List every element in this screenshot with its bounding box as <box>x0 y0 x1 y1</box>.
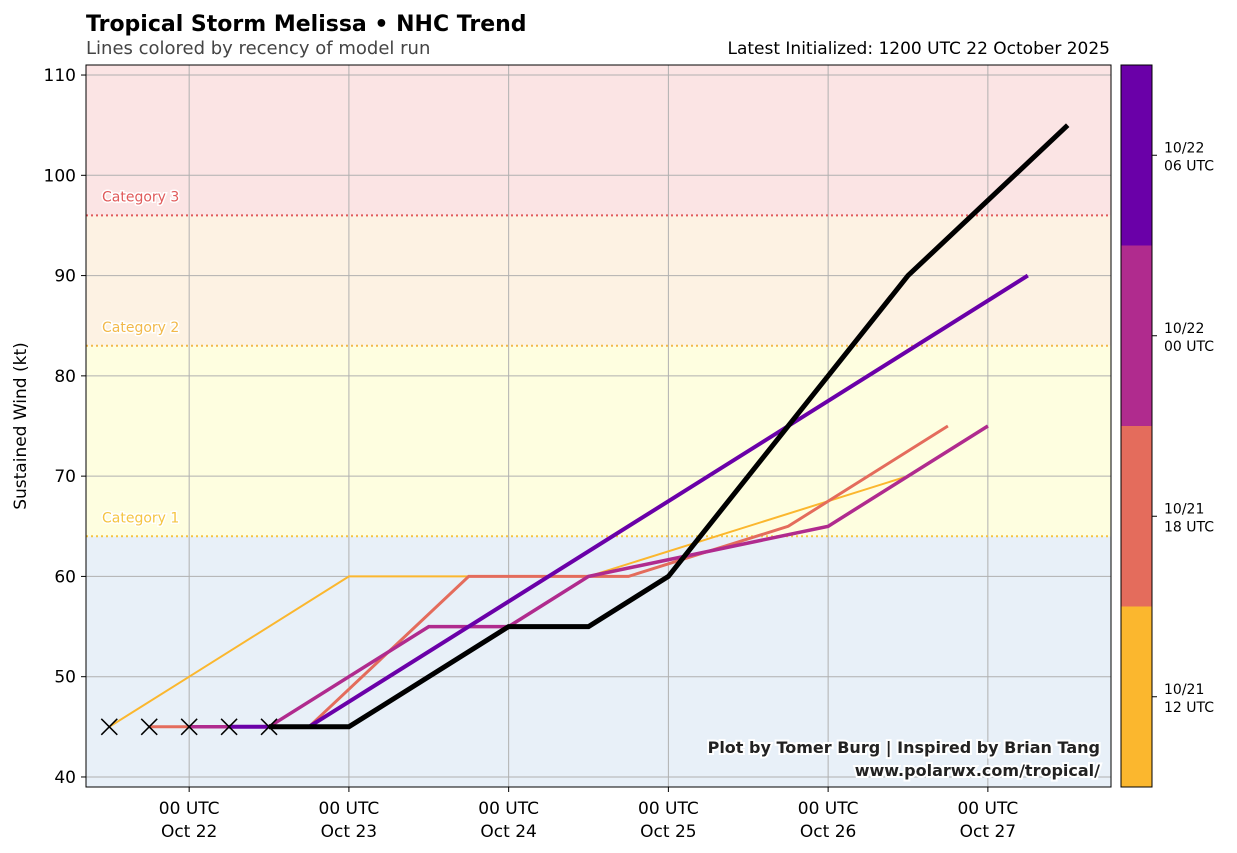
x-tick-label-line2-0: Oct 22 <box>161 822 217 842</box>
colorbar-segment-0 <box>1121 606 1152 787</box>
band-2 <box>86 215 1111 346</box>
x-tick-label-line1-2: 00 UTC <box>478 799 539 819</box>
colorbar-tick-line2-2: 00 UTC <box>1164 339 1214 355</box>
credit-url: www.polarwx.com/tropical/ <box>855 761 1100 780</box>
marker-stroke-b <box>260 718 278 736</box>
observed-marker-3 <box>220 718 238 736</box>
band-1 <box>86 345 1111 537</box>
y-tick-label-6: 100 <box>44 166 76 186</box>
colorbar-tick-line2-1: 18 UTC <box>1164 519 1214 535</box>
credits: Plot by Tomer Burg | Inspired by Brian T… <box>706 736 1103 782</box>
x-tick-label-line2-2: Oct 24 <box>480 822 536 842</box>
observed-marker-1 <box>140 718 158 736</box>
colorbar-tick-line1-2: 10/22 <box>1164 321 1204 337</box>
observed-marker-2 <box>180 718 198 736</box>
x-tick-label-line2-3: Oct 25 <box>640 822 696 842</box>
y-axis-ticks: 40 50 60 70 80 90 100 110 <box>44 66 86 788</box>
y-tick-label-5: 90 <box>54 267 76 287</box>
plot-frame <box>85 64 1112 788</box>
colorbar-frame <box>1120 64 1153 788</box>
colorbar-segment-3 <box>1121 65 1152 246</box>
chart-subtitle: Lines colored by recency of model run <box>86 38 430 59</box>
category-label-3: Category 3 <box>102 189 179 205</box>
band-3 <box>86 65 1111 216</box>
marker-stroke-b <box>180 718 198 736</box>
series-line-4 <box>269 123 1070 730</box>
x-tick-label-line1-0: 00 UTC <box>159 799 220 819</box>
marker-stroke-b <box>100 718 118 736</box>
observed-marker-4 <box>260 718 278 736</box>
series-line-0 <box>108 475 909 728</box>
marker-stroke-b <box>140 718 158 736</box>
y-tick-label-0: 40 <box>54 768 76 788</box>
y-tick-label-2: 60 <box>54 567 76 587</box>
observed-markers <box>100 718 278 736</box>
y-tick-label-1: 50 <box>54 668 76 688</box>
y-tick-label-3: 70 <box>54 467 76 487</box>
y-tick-label-7: 110 <box>44 66 76 86</box>
category-label-2: Category 2 <box>102 320 179 336</box>
category-threshold-lines: Category 1 Category 2 Category 3 <box>86 188 1111 538</box>
marker-stroke-b <box>220 718 238 736</box>
x-tick-label-line1-5: 00 UTC <box>957 799 1018 819</box>
colorbar-tick-line1-1: 10/21 <box>1164 501 1204 517</box>
colorbar: 10/21 12 UTC 10/21 18 UTC 10/22 00 UTC 10/22 06… <box>1120 64 1214 788</box>
colorbar-tick-line1-3: 10/22 <box>1164 140 1204 156</box>
colorbar-tick-line2-3: 06 UTC <box>1164 158 1214 174</box>
x-tick-label-line1-1: 00 UTC <box>319 799 380 819</box>
colorbar-segment-2 <box>1121 245 1152 426</box>
chart-title: Tropical Storm Melissa • NHC Trend <box>86 12 527 37</box>
observed-marker-0 <box>100 718 118 736</box>
x-axis-ticks: 00 UTC Oct 22 00 UTC Oct 23 00 UTC Oct 24 00 U… <box>159 787 1018 842</box>
x-tick-label-line1-4: 00 UTC <box>798 799 859 819</box>
x-tick-label-line2-5: Oct 27 <box>960 822 1016 842</box>
colorbar-tick-line2-0: 12 UTC <box>1164 700 1214 716</box>
band-0 <box>86 536 1111 787</box>
category-label-1: Category 1 <box>102 510 179 526</box>
y-tick-label-4: 80 <box>54 367 76 387</box>
latest-initialized-label: Latest Initialized: 1200 UTC 22 October … <box>727 39 1110 59</box>
colorbar-segment-1 <box>1121 426 1152 607</box>
intensity-bands <box>86 65 1111 787</box>
y-axis-label: Sustained Wind (kt) <box>11 342 31 510</box>
x-tick-label-line1-3: 00 UTC <box>638 799 699 819</box>
credit-author: Plot by Tomer Burg | Inspired by Brian T… <box>708 738 1100 758</box>
colorbar-tick-line1-0: 10/21 <box>1164 682 1204 698</box>
x-tick-label-line2-4: Oct 26 <box>800 822 856 842</box>
x-tick-label-line2-1: Oct 23 <box>321 822 377 842</box>
